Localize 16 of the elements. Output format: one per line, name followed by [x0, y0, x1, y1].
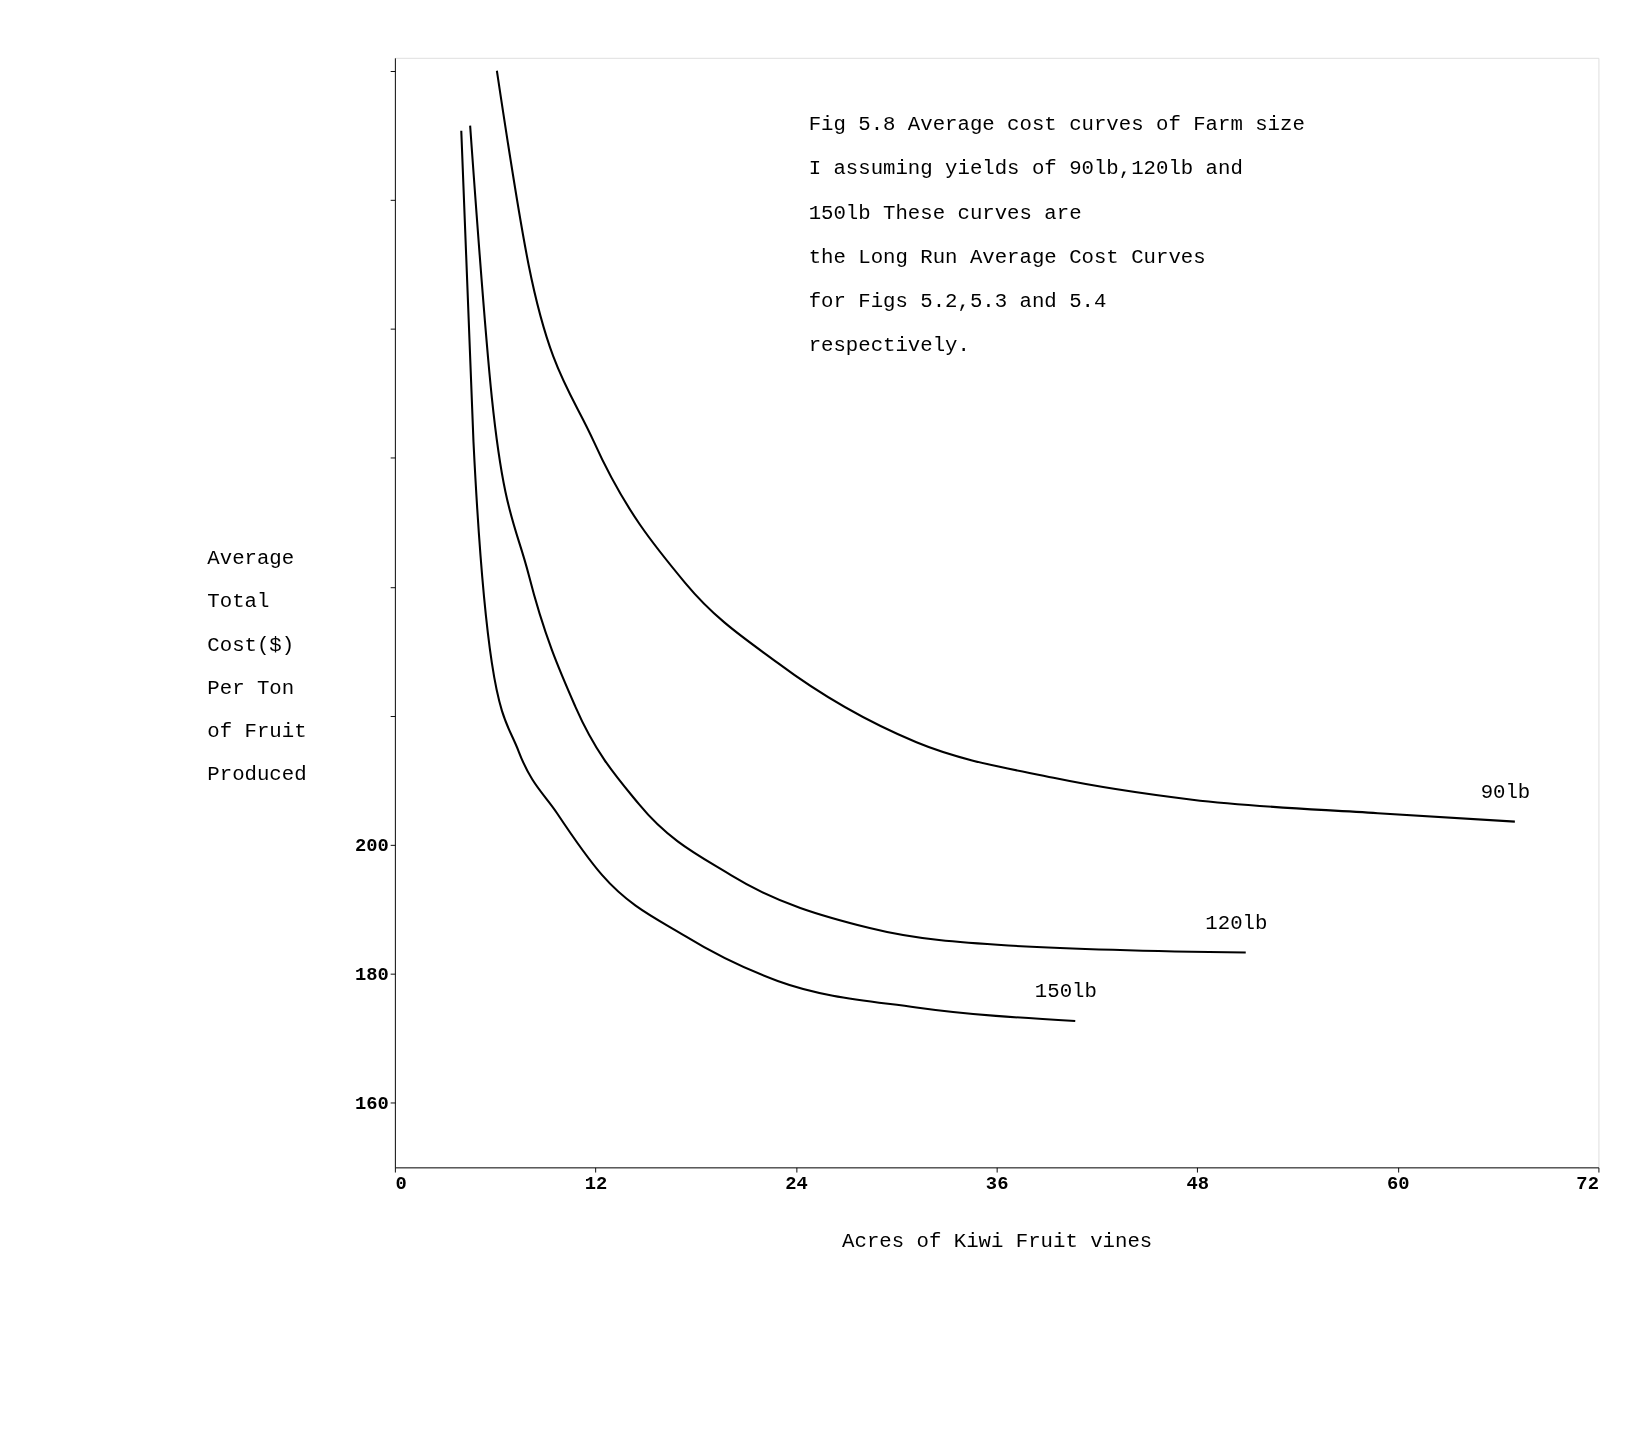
x-tick-label: 60 [1387, 1173, 1410, 1196]
series-label: 120lb [1205, 912, 1268, 936]
series-label: 90lb [1480, 781, 1531, 805]
x-tick-label: 0 [395, 1173, 407, 1196]
x-tick-label: 24 [785, 1173, 808, 1196]
x-tick-label: 12 [584, 1173, 608, 1196]
y-axis-title: Average Total Cost($) Per Ton of Fruit Produced [207, 547, 307, 787]
x-tick-label: 36 [985, 1173, 1009, 1196]
series-label: 150lb [1034, 980, 1097, 1004]
y-tick-label: 180 [354, 963, 389, 986]
x-tick-label: 72 [1576, 1173, 1599, 1196]
y-tick-label: 200 [354, 834, 389, 857]
y-tick-label: 160 [354, 1092, 389, 1115]
annotation: Fig 5.8 Average cost curves of Farm size I assuming yields of 90lb,120lb and 150lb These curves are the Long Run Average Cost Curves for Figs 5.2,5.3 and 5.4 respectively. [808, 113, 1305, 358]
x-axis-title: Acres of Kiwi Fruit vines [842, 1229, 1153, 1253]
x-tick-label: 48 [1186, 1173, 1210, 1196]
